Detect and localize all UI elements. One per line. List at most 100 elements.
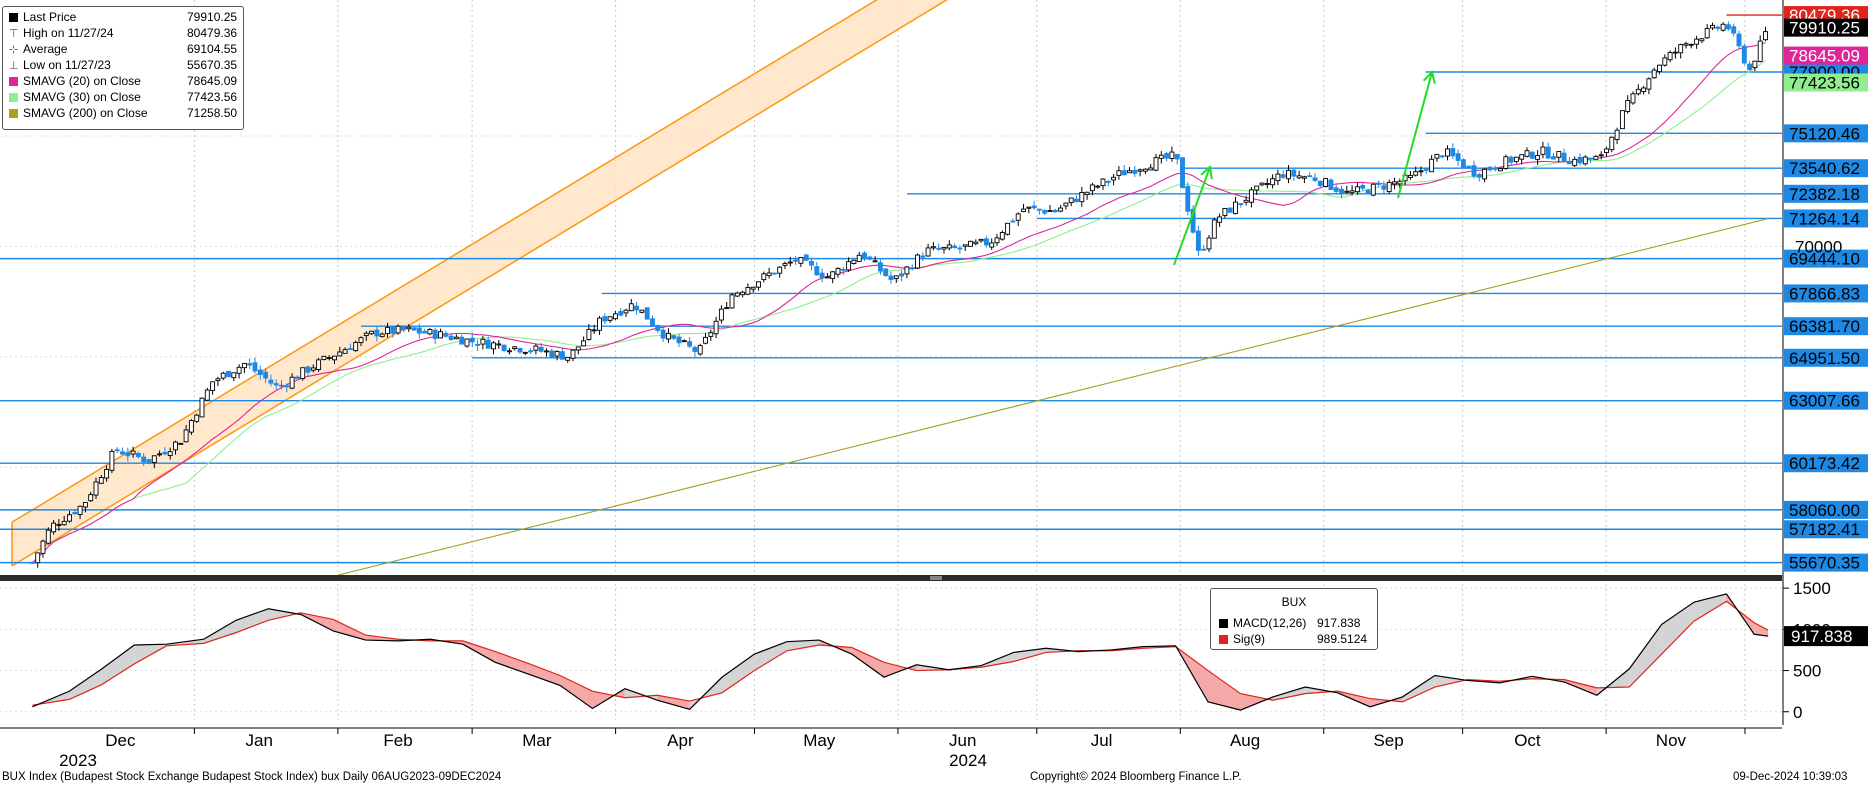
- candle-body-201: [1095, 185, 1101, 188]
- candle-body-7: [67, 514, 72, 522]
- candle-body-23: [151, 455, 157, 463]
- candle-body-128: [708, 332, 714, 337]
- x-tick-label-3: Mar: [522, 731, 552, 750]
- candle-body-231: [1254, 185, 1260, 191]
- candle-body-277: [1498, 168, 1503, 172]
- macd-histogram-fill-6: [203, 620, 237, 644]
- candle-body-130: [718, 308, 724, 321]
- black-square-swatch: [1219, 619, 1228, 628]
- candle-body-270: [1460, 159, 1466, 169]
- candle-body-123: [681, 340, 687, 343]
- candle-body-73: [416, 327, 422, 334]
- x-tick-label-6: Jun: [949, 731, 976, 750]
- candle-body-79: [448, 335, 454, 340]
- candle-body-198: [1079, 192, 1085, 203]
- candle-body-203: [1105, 180, 1111, 183]
- macd-histogram-fill-17: [560, 675, 593, 709]
- level-label-2: 73540.62: [1789, 159, 1860, 178]
- legend-row-average: ⊹ Average 69104.55: [9, 42, 238, 56]
- candle-body-300: [1619, 110, 1625, 130]
- macd-legend-row-macd: MACD(12,26) 917.838: [1219, 616, 1360, 630]
- level-label-10-bg: [1784, 454, 1868, 473]
- candle-body-261: [1413, 171, 1419, 176]
- candle-body-34: [210, 381, 216, 391]
- candle-body-12: [93, 481, 99, 496]
- candle-body-253: [1370, 183, 1376, 196]
- candle-body-305: [1646, 78, 1652, 90]
- sma20-line: [32, 42, 1766, 564]
- candle-body-303: [1635, 88, 1641, 95]
- candle-body-69: [395, 325, 401, 334]
- candle-body-146: [803, 254, 809, 261]
- level-label-13-bg: [1784, 553, 1868, 572]
- arrow-august-head: [1200, 165, 1213, 180]
- level-label-4-bg: [1784, 209, 1868, 228]
- macd-histogram-fill-23: [754, 641, 787, 671]
- candle-body-264: [1429, 158, 1435, 173]
- candle-body-104: [581, 340, 587, 347]
- legend-row-low: ⊥ Low on 11/27/23 55670.35: [9, 58, 238, 72]
- signal-line: [32, 600, 1769, 706]
- candle-body-226: [1227, 207, 1233, 213]
- candle-body-29: [183, 429, 189, 443]
- candle-body-322: [1736, 33, 1742, 47]
- candle-body-151: [830, 271, 836, 280]
- average-marker-icon: ⊹: [9, 44, 19, 56]
- macd-histogram-fill-44: [1434, 675, 1468, 688]
- candle-body-313: [1688, 43, 1694, 46]
- candle-body-185: [1010, 220, 1016, 223]
- candle-body-36: [220, 372, 226, 379]
- level-label-1: 75120.46: [1789, 124, 1860, 143]
- candle-body-22: [146, 459, 152, 463]
- candle-body-33: [204, 389, 210, 401]
- level-label-1-bg: [1784, 124, 1868, 143]
- legend-row-last-price: Last Price 79910.25: [9, 10, 237, 25]
- candle-body-43: [257, 369, 263, 376]
- x-tick-label-8: Aug: [1230, 731, 1260, 750]
- candle-body-221: [1201, 248, 1207, 251]
- candle-body-207: [1127, 170, 1132, 174]
- macd-histogram-fill-3: [101, 644, 135, 685]
- candle-body-74: [422, 330, 428, 334]
- candle-body-11: [88, 494, 94, 502]
- level-label-6-bg: [1784, 284, 1868, 303]
- macd-histogram-fill-42: [1370, 696, 1403, 707]
- candle-body-304: [1641, 87, 1647, 92]
- macd-histogram-fill-54: [1754, 622, 1769, 637]
- price-legend: Last Price 79910.25 ⊤ High on 11/27/24 8047…: [2, 6, 244, 130]
- candle-body-8: [72, 511, 78, 515]
- candle-body-229: [1243, 199, 1249, 203]
- price-label-1: 79910.25: [1789, 19, 1860, 38]
- candle-body-266: [1439, 155, 1445, 158]
- arrow-august-shaft: [1173, 166, 1211, 266]
- candle-body-101: [565, 356, 571, 361]
- candle-body-70: [400, 325, 406, 331]
- macd-histogram-fill-10: [333, 619, 366, 641]
- candle-body-13: [98, 477, 104, 484]
- level-label-12: 57182.41: [1789, 520, 1860, 539]
- candle-body-138: [761, 273, 767, 281]
- candle-body-311: [1678, 44, 1684, 54]
- macd-histogram-fill-15: [495, 651, 528, 674]
- candle-body-236: [1280, 174, 1286, 178]
- candle-body-3: [45, 529, 51, 544]
- candle-body-5: [56, 523, 62, 526]
- candle-body-152: [835, 268, 841, 275]
- candle-body-37: [226, 370, 231, 378]
- high-marker-icon: ⊤: [9, 28, 19, 40]
- level-label-10: 60173.42: [1789, 454, 1860, 473]
- candle-body-249: [1349, 190, 1355, 194]
- candle-body-153: [840, 268, 846, 271]
- panel-divider: [0, 575, 1782, 581]
- candle-body-88: [496, 343, 502, 346]
- candle-body-25: [162, 451, 168, 455]
- candle-body-195: [1063, 202, 1069, 207]
- macd-histogram-fill-38: [1240, 693, 1273, 711]
- candle-body-192: [1047, 210, 1053, 213]
- candle-body-296: [1598, 154, 1604, 157]
- candle-body-288: [1556, 151, 1562, 158]
- macd-legend-row-signal: Sig(9) 989.5124: [1219, 632, 1367, 646]
- macd-legend: BUX MACD(12,26) 917.838 Sig(9) 989.5124: [1210, 588, 1378, 650]
- arrow-september-head: [1422, 69, 1436, 84]
- candle-body-145: [798, 257, 804, 264]
